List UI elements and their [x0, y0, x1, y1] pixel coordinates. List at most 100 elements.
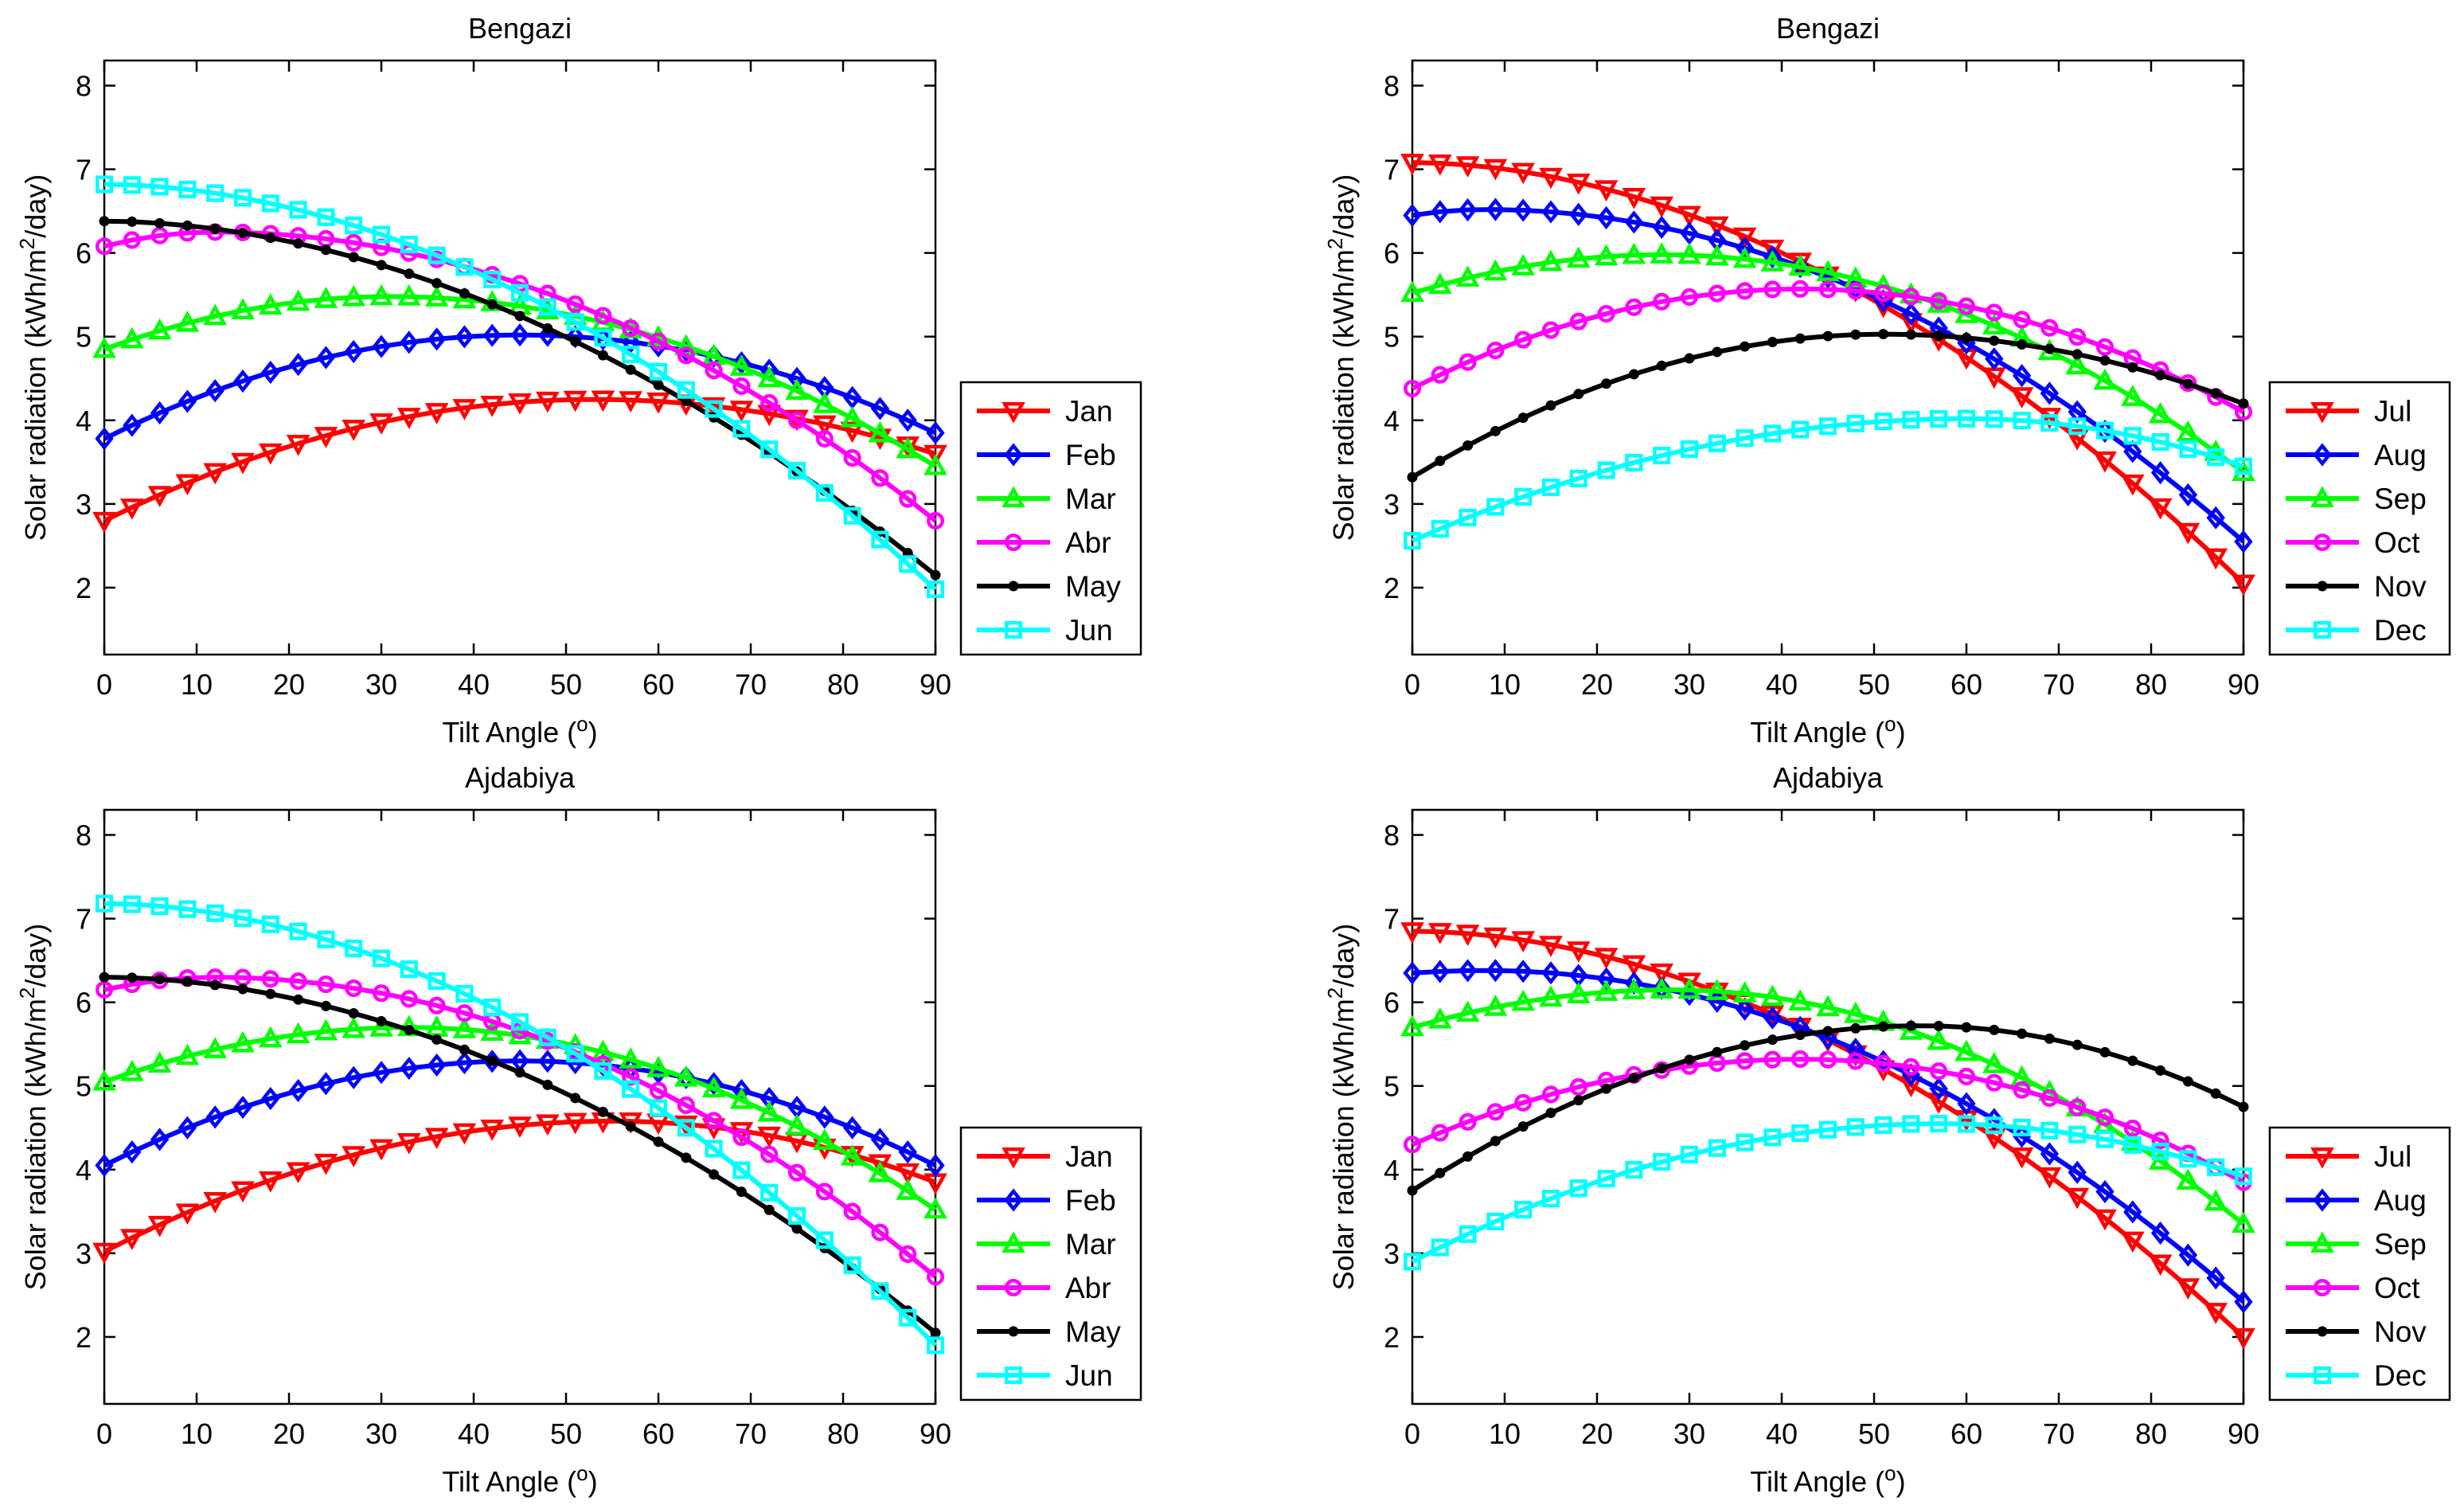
data-point	[2120, 1231, 2145, 1253]
legend-label: Mar	[1065, 483, 1116, 515]
data-point	[1680, 221, 1699, 245]
x-tick-label: 0	[96, 1417, 112, 1450]
data-point	[178, 180, 197, 198]
plot-area	[103, 808, 937, 1405]
data-point	[348, 252, 359, 263]
data-point	[1850, 1022, 1861, 1034]
data-point	[1680, 287, 1699, 307]
data-point	[1732, 246, 1757, 268]
data-point	[2040, 1142, 2060, 1166]
data-point	[619, 1047, 643, 1069]
data-point	[2148, 401, 2173, 424]
data-point	[2150, 461, 2170, 485]
data-point	[1431, 1238, 1449, 1257]
data-point	[566, 295, 584, 314]
data-point	[1400, 154, 1424, 175]
data-point	[1767, 1034, 1778, 1046]
data-point	[427, 327, 447, 351]
legend-box	[959, 1126, 1142, 1401]
data-point	[2238, 398, 2249, 409]
y-tick-label: 2	[1384, 572, 1400, 604]
data-point	[898, 409, 917, 432]
data-point	[1791, 1050, 1810, 1069]
data-point	[785, 378, 809, 400]
y-tick-label: 2	[76, 572, 92, 604]
data-point	[376, 260, 387, 271]
legend-item-dec: Dec	[2286, 614, 2427, 647]
data-point	[293, 994, 304, 1005]
x-tick-label: 30	[1673, 668, 1705, 701]
data-point	[203, 1192, 228, 1214]
data-point	[763, 1204, 775, 1215]
data-point	[2093, 1209, 2117, 1231]
data-point	[840, 405, 865, 428]
x-tick-label: 40	[1766, 1417, 1798, 1450]
data-point	[424, 403, 449, 424]
legend-item-feb: Feb	[977, 1184, 1116, 1217]
legend-label: Aug	[2374, 1184, 2427, 1217]
data-point	[757, 1100, 782, 1122]
x-axis-label: Tilt Angle (o)	[1750, 712, 1905, 749]
data-point	[1483, 158, 1508, 181]
data-point	[1704, 216, 1729, 238]
data-point	[424, 285, 449, 307]
data-point	[705, 1140, 723, 1158]
y-axis-label: Solar radiation (kWh/m2/day)	[1323, 174, 1360, 541]
legend-label: Nov	[2374, 1315, 2427, 1348]
y-tick-label: 5	[76, 1070, 92, 1103]
data-point	[1957, 1067, 1976, 1085]
data-point	[2065, 353, 2090, 375]
data-point	[95, 175, 114, 194]
data-point	[1462, 440, 1474, 451]
data-point	[787, 462, 806, 480]
data-point	[175, 1203, 200, 1226]
x-tick-label: 10	[1489, 668, 1521, 701]
data-point	[1684, 1054, 1695, 1065]
data-point	[674, 1065, 698, 1087]
data-point	[542, 1079, 553, 1090]
data-point	[1596, 205, 1616, 230]
data-point	[289, 972, 307, 991]
data-point	[400, 330, 419, 354]
y-tick-label: 8	[76, 70, 92, 103]
data-point	[127, 216, 138, 227]
data-point	[1514, 330, 1533, 349]
data-point	[261, 360, 280, 385]
data-point	[871, 1282, 889, 1300]
data-point	[178, 1116, 197, 1140]
data-point	[233, 369, 252, 393]
data-point	[369, 413, 393, 435]
data-point	[231, 1181, 255, 1203]
y-tick-label: 3	[76, 1237, 92, 1270]
data-point	[231, 1030, 255, 1053]
data-point	[424, 1128, 449, 1150]
data-point	[1539, 936, 1563, 957]
data-point	[649, 332, 668, 350]
data-point	[480, 1119, 505, 1141]
data-point	[1878, 329, 1889, 340]
data-point	[757, 1126, 782, 1148]
y-tick-label: 4	[1384, 1154, 1400, 1186]
legend-label: Sep	[2374, 1228, 2427, 1261]
data-point	[119, 1059, 144, 1081]
data-point	[597, 1106, 608, 1117]
x-tick-label: 90	[2228, 1417, 2259, 1450]
data-point	[265, 233, 276, 244]
legend-label: Jul	[2374, 395, 2411, 428]
legend-item-aug: Aug	[2286, 439, 2427, 471]
series-may	[99, 971, 941, 1339]
data-point	[1486, 1212, 1505, 1231]
data-point	[871, 530, 889, 549]
data-point	[261, 1086, 280, 1111]
chart-panel-4: Ajdabiya 0 10 20 30 40 50 60 70 80 90 2 3 4 5 6 7 8 Tilt A…	[1323, 761, 2451, 1498]
data-point	[1740, 341, 1751, 352]
data-point	[812, 1128, 837, 1150]
data-point	[2151, 432, 2169, 452]
x-tick-label: 80	[2135, 668, 2167, 701]
data-point	[1539, 249, 1563, 272]
series-line	[103, 1025, 937, 1212]
legend-item-jul: Jul	[2286, 395, 2411, 428]
data-point	[1622, 188, 1646, 209]
y-tick-label: 7	[1384, 154, 1400, 186]
legend-label: Oct	[2374, 1272, 2420, 1304]
